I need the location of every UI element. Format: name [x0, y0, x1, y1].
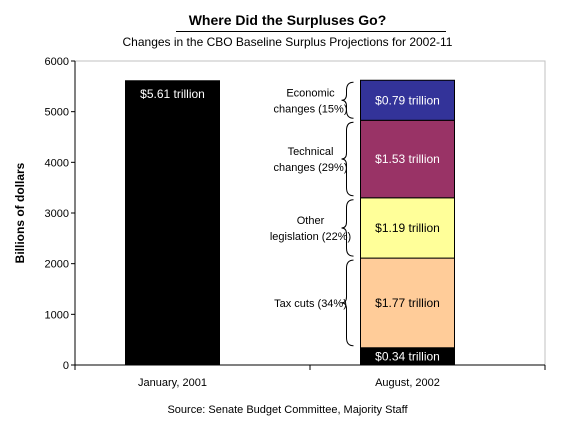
bar-segment — [360, 197, 455, 259]
y-tick-label: 2000 — [45, 259, 69, 271]
annotation-label: changes (29%) — [274, 162, 348, 174]
data-label: $1.19 trillion — [375, 221, 440, 235]
y-tick-label: 4000 — [45, 157, 69, 169]
y-tick-label: 1000 — [45, 309, 69, 321]
source-note: Source: Senate Budget Committee, Majorit… — [167, 404, 408, 416]
annotation-brace — [341, 81, 354, 119]
x-tick-label: August, 2002 — [375, 377, 440, 389]
y-tick-label: 6000 — [45, 56, 69, 68]
annotation-label: changes (15%) — [274, 103, 348, 115]
x-tick-label: January, 2001 — [138, 377, 207, 389]
bar-segment — [360, 119, 455, 199]
data-label: $1.77 trillion — [375, 296, 440, 310]
annotation-label: Economic — [286, 87, 335, 99]
data-label: $0.79 trillion — [375, 93, 440, 107]
annotation-label: legislation (22%) — [270, 231, 351, 243]
y-axis-title: Billions of dollars — [13, 162, 27, 263]
y-tick-label: 3000 — [45, 208, 69, 220]
annotation-brace — [341, 199, 354, 257]
y-tick-label: 0 — [63, 360, 69, 372]
chart-subtitle: Changes in the CBO Baseline Surplus Proj… — [122, 35, 453, 49]
annotation-brace — [341, 121, 354, 197]
data-label: $5.61 trillion — [140, 87, 205, 101]
title-underline — [176, 31, 446, 32]
bar-segment — [125, 80, 220, 366]
bar-segment — [360, 257, 455, 349]
annotation-brace — [341, 259, 354, 347]
annotation-label: Tax cuts (34%) — [274, 298, 347, 310]
y-tick-label: 5000 — [45, 107, 69, 119]
annotation-label: Technical — [288, 146, 334, 158]
bar-segment — [360, 79, 455, 121]
chart-title: Where Did the Surpluses Go? — [188, 12, 387, 28]
data-label: $0.34 trillion — [375, 349, 440, 363]
data-label: $1.53 trillion — [375, 152, 440, 166]
annotation-label: Other — [297, 215, 325, 227]
